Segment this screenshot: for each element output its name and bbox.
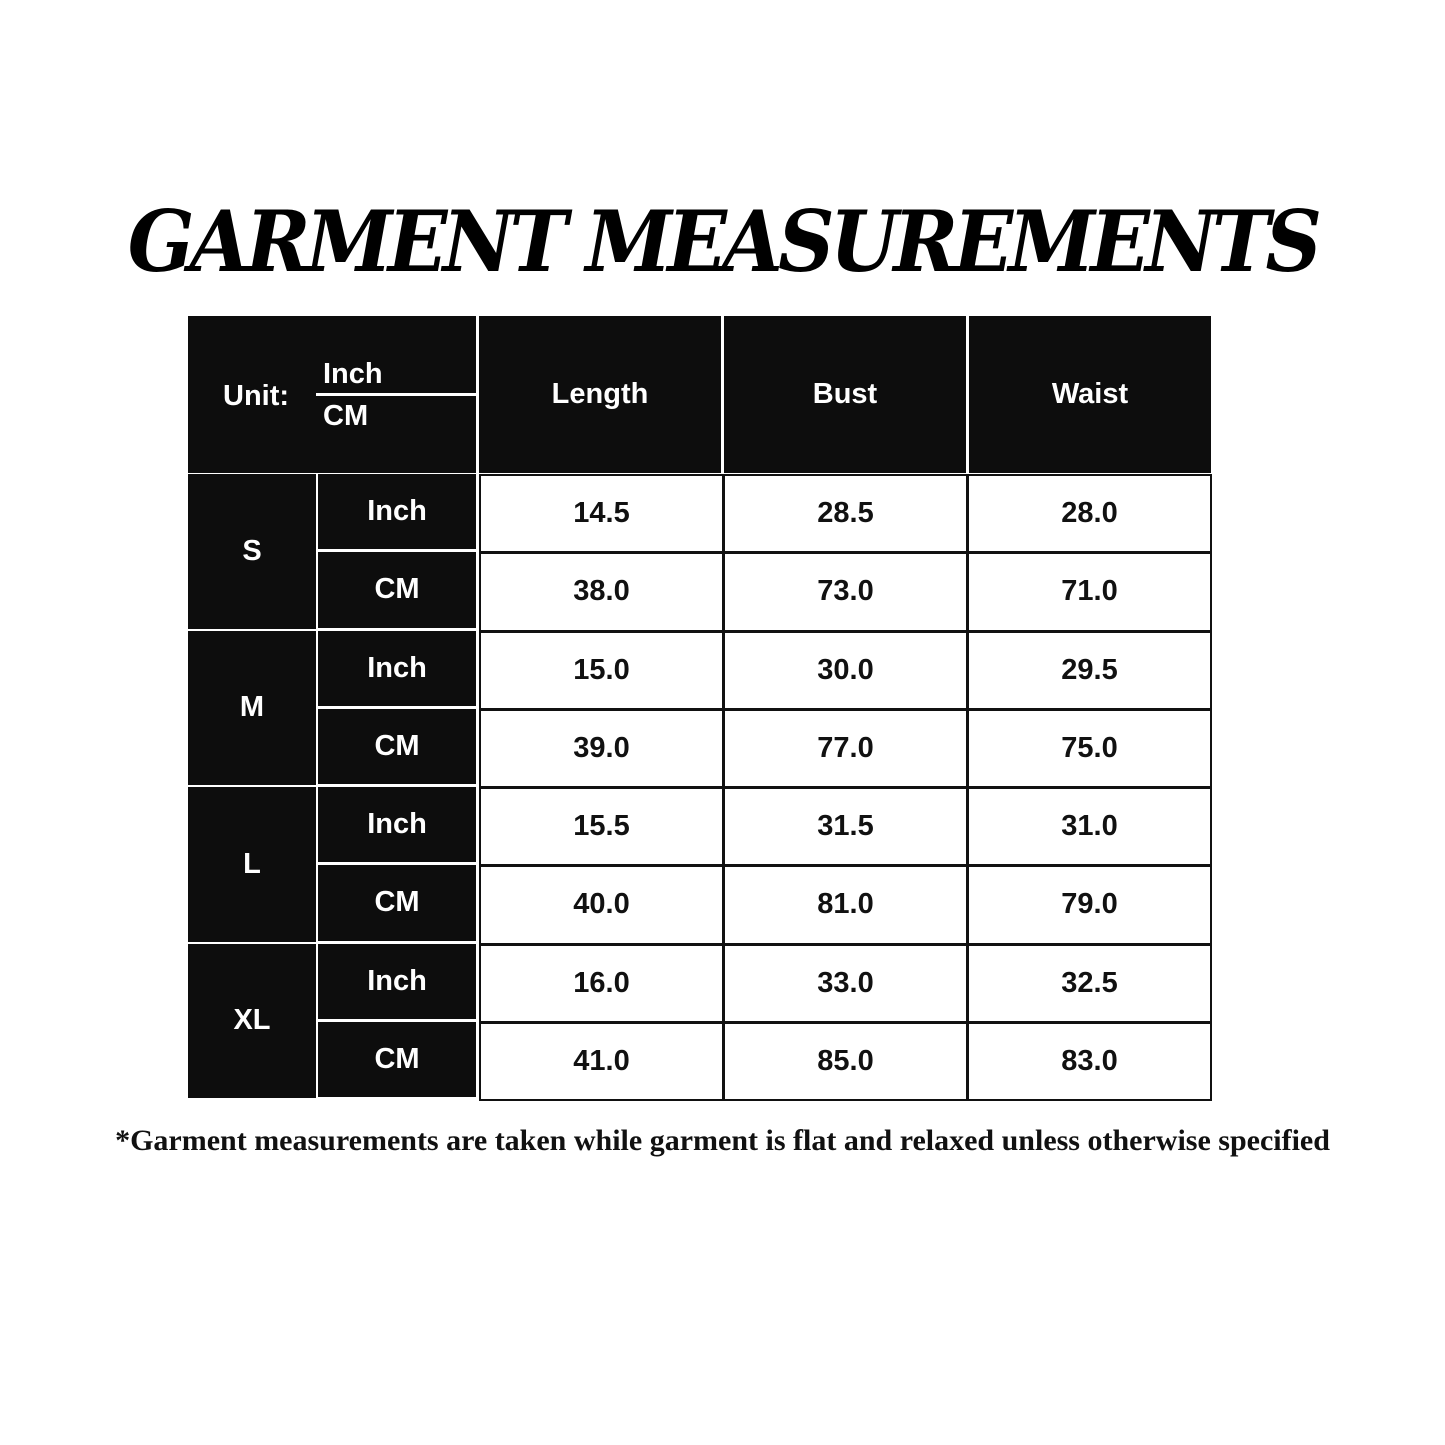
unit-label-cell: CM	[318, 1021, 476, 1097]
measurement-cell: 41.0	[479, 1021, 724, 1101]
measurement-cell: 31.0	[967, 787, 1212, 867]
measurement-cell: 30.0	[723, 630, 968, 710]
measurement-cell: 85.0	[723, 1021, 968, 1101]
size-label: L	[188, 787, 316, 942]
measurement-cell: 31.5	[723, 787, 968, 867]
measurement-cell: 73.0	[723, 552, 968, 632]
measurement-cell: 15.0	[479, 630, 724, 710]
column-header-length: Length	[479, 316, 721, 473]
column-header-waist: Waist	[969, 316, 1211, 473]
measurement-cell: 33.0	[723, 943, 968, 1023]
measurement-cell: 32.5	[967, 943, 1212, 1023]
unit-cm-label: CM	[323, 400, 369, 432]
measurement-cell: 40.0	[479, 865, 724, 945]
measurement-cell: 75.0	[967, 708, 1212, 788]
measurement-cell: 14.5	[479, 474, 724, 554]
measurement-cell: 79.0	[967, 865, 1212, 945]
measurement-cell: 77.0	[723, 708, 968, 788]
unit-label-cell: CM	[318, 552, 476, 628]
unit-label: Unit:	[223, 380, 290, 412]
measurement-cell: 16.0	[479, 943, 724, 1023]
unit-label-cell: Inch	[318, 787, 476, 863]
unit-label-cell: Inch	[318, 474, 476, 550]
measurement-cell: 28.0	[967, 474, 1212, 554]
measurement-cell: 29.5	[967, 630, 1212, 710]
size-label: XL	[188, 943, 316, 1098]
unit-label-cell: CM	[318, 865, 476, 941]
unit-label-cell: Inch	[318, 943, 476, 1019]
measurement-cell: 15.5	[479, 787, 724, 867]
unit-label-cell: CM	[318, 708, 476, 784]
unit-label-cell: Inch	[318, 630, 476, 706]
size-label: M	[188, 630, 316, 785]
unit-divider	[316, 393, 476, 396]
measurement-cell: 28.5	[723, 474, 968, 554]
size-label: S	[188, 474, 316, 629]
measurement-cell: 38.0	[479, 552, 724, 632]
measurement-cell: 83.0	[967, 1021, 1212, 1101]
footnote: *Garment measurements are taken while ga…	[115, 1124, 1330, 1157]
measurement-cell: 39.0	[479, 708, 724, 788]
measurement-cell: 71.0	[967, 552, 1212, 632]
unit-inch-label: Inch	[323, 358, 383, 390]
column-header-bust: Bust	[724, 316, 966, 473]
measurement-cell: 81.0	[723, 865, 968, 945]
page-title: GARMENT MEASUREMENTS	[127, 192, 1322, 291]
